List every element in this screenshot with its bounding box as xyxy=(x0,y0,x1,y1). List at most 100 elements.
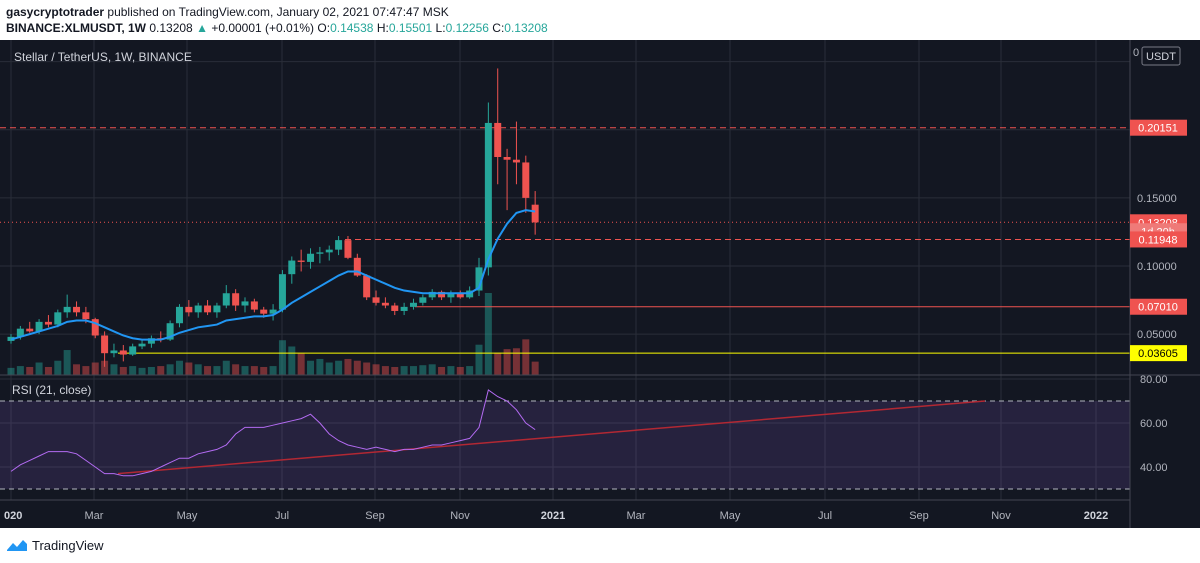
price-label-box-4 xyxy=(1130,298,1187,315)
volume-bar-40 xyxy=(381,366,389,375)
candle-body-11 xyxy=(110,350,118,354)
volume-bar-27 xyxy=(260,366,268,375)
symbol-label: BINANCE:XLMUSDT, 1W xyxy=(6,21,146,35)
volume-bar-18 xyxy=(175,360,183,375)
candle-body-55 xyxy=(522,162,530,198)
price-axis-top-cut: 0 xyxy=(1133,47,1139,59)
volume-bar-6 xyxy=(63,350,71,375)
time-tick-10: Sep xyxy=(909,510,929,522)
candle-body-1 xyxy=(16,328,24,337)
candle-body-6 xyxy=(63,306,71,313)
candle-body-41 xyxy=(391,305,399,311)
rsi-axis-ticks: 80.00 60.00 40.00 xyxy=(1140,374,1168,474)
candle-body-5 xyxy=(54,312,62,325)
candle-body-34 xyxy=(325,249,333,253)
price-label-box-0 xyxy=(1130,119,1187,136)
candle-body-28 xyxy=(269,309,277,314)
volume-bar-8 xyxy=(82,366,90,375)
low-value: 0.12256 xyxy=(445,21,489,35)
volume-bar-41 xyxy=(391,366,399,375)
time-tick-11: Nov xyxy=(991,510,1011,522)
candle-body-42 xyxy=(400,306,408,311)
price-tick-2: 0.05000 xyxy=(1137,329,1177,341)
volume-bar-3 xyxy=(35,362,43,375)
candle-body-17 xyxy=(166,323,174,340)
rsi-bands xyxy=(0,400,1130,490)
volume-bar-30 xyxy=(288,346,296,375)
candle-body-36 xyxy=(344,240,352,258)
price-axis-ticks: 0.15000 0.10000 0.05000 xyxy=(1137,193,1177,341)
close-label: C: xyxy=(492,21,505,35)
volume-bar-48 xyxy=(456,366,464,375)
candle-body-50 xyxy=(475,267,483,291)
candle-body-44 xyxy=(419,297,427,303)
time-tick-7: Mar xyxy=(627,510,646,522)
rsi-tick-2: 40.00 xyxy=(1140,462,1168,474)
rsi-tick-0: 80.00 xyxy=(1140,374,1168,386)
volume-bar-31 xyxy=(297,353,305,375)
candle-body-14 xyxy=(138,343,146,347)
close-value: 0.13208 xyxy=(504,21,548,35)
open-value: 0.14538 xyxy=(330,21,374,35)
time-tick-5: Nov xyxy=(450,510,470,522)
volume-bar-38 xyxy=(363,362,371,375)
candle-body-43 xyxy=(409,302,417,307)
volume-bar-4 xyxy=(44,366,52,375)
ema-line xyxy=(10,209,536,341)
time-tick-9: Jul xyxy=(818,510,832,522)
volume-bar-25 xyxy=(241,366,249,375)
volume-bar-10 xyxy=(101,360,109,375)
candle-body-12 xyxy=(119,350,127,355)
change-up-icon: ▲ xyxy=(196,21,208,35)
candle-body-35 xyxy=(335,240,343,250)
volume-bar-39 xyxy=(372,364,380,375)
volume-bar-32 xyxy=(307,360,315,375)
volume-bar-5 xyxy=(54,360,62,375)
volume-bar-11 xyxy=(110,364,118,375)
volume-bar-2 xyxy=(26,366,34,375)
volume-bar-36 xyxy=(344,358,352,375)
volume-bar-13 xyxy=(129,366,137,375)
currency-button-label: USDT xyxy=(1146,51,1176,63)
volume-bar-19 xyxy=(185,362,193,375)
price-label-5: 0.03605 xyxy=(1138,348,1178,360)
volume-bar-42 xyxy=(400,366,408,375)
candles xyxy=(7,68,539,367)
volume-bar-44 xyxy=(419,365,427,375)
volume-bar-17 xyxy=(166,364,174,375)
currency-button[interactable]: USDT xyxy=(1141,46,1181,66)
volume-bar-1 xyxy=(16,366,24,375)
footer: TradingView xyxy=(0,528,1200,563)
volume-bar-54 xyxy=(512,348,520,375)
volume-bar-46 xyxy=(438,366,446,375)
time-tick-12: 2022 xyxy=(1084,510,1108,522)
author-name[interactable]: gasycryptotrader xyxy=(6,5,105,19)
volume-bar-15 xyxy=(147,366,155,375)
price-tick-0: 0.15000 xyxy=(1137,193,1177,205)
volume-bar-52 xyxy=(494,352,502,375)
tradingview-logo-icon[interactable] xyxy=(6,538,28,554)
candle-body-51 xyxy=(484,122,492,268)
volume-bar-26 xyxy=(250,366,258,375)
candle-body-45 xyxy=(428,291,436,298)
candle-body-2 xyxy=(26,328,34,332)
candle-body-18 xyxy=(175,306,183,324)
high-value: 0.15501 xyxy=(388,21,433,35)
currency-button-frame xyxy=(1141,46,1181,66)
candle-body-19 xyxy=(185,306,193,313)
publish-info: published on TradingView.com, January 02… xyxy=(107,5,449,19)
rsi-title: RSI (21, close) xyxy=(12,383,91,397)
price-label-3: 0.11948 xyxy=(1139,234,1178,246)
candle-body-31 xyxy=(297,260,305,262)
volume-bar-14 xyxy=(138,367,146,375)
volume-bar-22 xyxy=(213,366,221,375)
price-chart[interactable]: Stellar / TetherUS, 1W, BINANCE 0 USDT 0… xyxy=(0,40,1200,528)
candle-body-37 xyxy=(353,257,361,276)
candle-body-29 xyxy=(278,274,286,310)
rsi-band-fill xyxy=(0,401,1130,489)
volume-bar-43 xyxy=(409,366,417,375)
price-label-box-5 xyxy=(1130,345,1187,362)
price-change: +0.00001 (+0.01%) xyxy=(211,21,315,35)
volume-bar-35 xyxy=(335,360,343,375)
ohlc-line: BINANCE:XLMUSDT, 1W 0.13208 ▲ +0.00001 (… xyxy=(6,20,1194,36)
